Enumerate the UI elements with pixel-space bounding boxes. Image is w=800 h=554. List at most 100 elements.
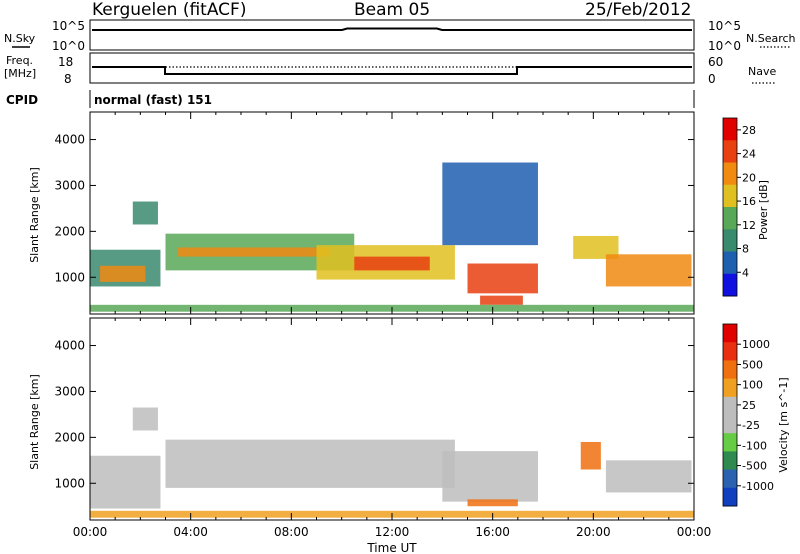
colorbar-tick-label: -100 xyxy=(742,439,767,452)
x-tick-label: 00:00 xyxy=(677,525,712,539)
sky-count-line xyxy=(92,27,692,31)
colorbar-segment xyxy=(723,273,737,297)
y-tick-label: 2000 xyxy=(54,430,85,444)
x-tick-label: 00:00 xyxy=(73,525,108,539)
colorbar-segment xyxy=(723,396,737,416)
colorbar-segment xyxy=(723,433,737,452)
colorbar-segment xyxy=(723,140,737,163)
data-region-6 xyxy=(467,499,518,507)
nsky-tick-bottom: 10^0 xyxy=(52,39,85,53)
nave-tick-bottom: 0 xyxy=(708,72,716,86)
velocity-panel-frame xyxy=(89,317,695,521)
colorbar-segment xyxy=(723,469,737,489)
colorbar-segment xyxy=(723,162,737,186)
freq-nave-panel: Freq. [MHz] 18 8 60 0 Nave xyxy=(4,52,776,86)
y-tick-label: 4000 xyxy=(54,133,85,147)
colorbar-tick-label: 1000 xyxy=(742,338,770,351)
power-y-axis-label: Slant Range [km] xyxy=(28,167,41,263)
nave-tick-top: 60 xyxy=(708,55,723,69)
colorbar-tick-label: 100 xyxy=(742,379,763,392)
y-tick-label: 3000 xyxy=(54,178,85,192)
colorbar-segment xyxy=(723,451,737,471)
colorbar-frame xyxy=(722,323,738,507)
power-data-layer xyxy=(90,162,694,312)
colorbar-tick-label: -500 xyxy=(742,460,767,473)
y-tick-label: 4000 xyxy=(54,339,85,353)
colorbar-tick-label: 24 xyxy=(742,148,756,161)
colorbar-tick-label: 12 xyxy=(742,219,756,232)
x-tick-label: 12:00 xyxy=(375,525,410,539)
power-x-ticks xyxy=(89,112,695,314)
colorbar-segment xyxy=(723,487,737,507)
colorbar-frame xyxy=(722,117,738,297)
data-region-10 xyxy=(573,235,619,259)
data-region-3 xyxy=(442,451,538,502)
colorbar-segment xyxy=(723,342,737,361)
velocity-y-axis: 1000 2000 3000 4000 xyxy=(54,339,694,490)
freq-tick-top: 18 xyxy=(58,55,73,69)
nsky-label: N.Sky xyxy=(4,32,36,45)
colorbar-tick-label: 8 xyxy=(742,243,749,256)
colorbar-segment xyxy=(723,415,737,434)
nsearch-tick-bottom: 10^0 xyxy=(708,39,741,53)
data-region-4 xyxy=(580,441,601,470)
data-region-7 xyxy=(442,162,538,246)
nsky-tick-top: 10^5 xyxy=(52,19,85,33)
colorbar-tick-label: 500 xyxy=(742,358,763,371)
nsearch-label: N.Search xyxy=(746,32,796,45)
power-panel: 1000 2000 3000 4000 Slant Range [km] 4 8 12 16… xyxy=(28,111,770,315)
cpid-value: normal (fast) 151 xyxy=(94,93,212,107)
velocity-y-axis-label: Slant Range [km] xyxy=(28,374,41,470)
velocity-data-layer xyxy=(90,407,694,518)
data-region-11 xyxy=(605,254,692,287)
power-colorbar: 4 8 12 16 20 24 28 xyxy=(722,117,756,297)
nsearch-tick-top: 10^5 xyxy=(708,19,741,33)
colorbar-tick-label: 4 xyxy=(742,266,749,279)
colorbar-segment xyxy=(723,229,737,252)
data-region-9 xyxy=(480,295,523,305)
power-y-axis: 1000 2000 3000 4000 xyxy=(54,133,694,284)
cpid-label: CPID xyxy=(6,93,38,107)
time-axis-label: Time UT xyxy=(366,541,417,554)
colorbar-segment xyxy=(723,118,737,141)
data-region-1 xyxy=(100,265,146,282)
velocity-colorbar-label: Velocity [m s^-1] xyxy=(777,377,790,472)
colorbar-tick-label: 28 xyxy=(742,124,756,137)
sky-search-panel: N.Sky 10^5 10^0 10^5 10^0 N.Search xyxy=(4,19,796,53)
y-tick-label: 1000 xyxy=(54,270,85,284)
colorbar-segment xyxy=(723,360,737,380)
data-region-5 xyxy=(605,460,692,493)
data-region-2 xyxy=(132,201,158,225)
x-tick-label: 04:00 xyxy=(173,525,208,539)
power-colorbar-label: Power [dB] xyxy=(757,180,770,240)
x-tick-label: 20:00 xyxy=(576,525,611,539)
velocity-colorbar: 1000 500 100 25 -25 -100 -500 -1000 xyxy=(722,323,774,507)
data-region-0 xyxy=(90,455,161,509)
velocity-panel: 1000 2000 3000 4000 Slant Range [km] 1000 50… xyxy=(28,317,790,521)
power-panel-frame xyxy=(89,111,695,315)
colorbar-tick-label: 25 xyxy=(742,399,756,412)
time-axis-labels: 00:00 04:00 08:00 12:00 16:00 20:00 00:00 xyxy=(73,525,712,539)
freq-tick-bottom: 8 xyxy=(64,72,72,86)
x-tick-label: 16:00 xyxy=(475,525,510,539)
colorbar-segment xyxy=(723,184,737,208)
velocity-x-ticks xyxy=(89,318,695,520)
colorbar-segment xyxy=(723,324,737,343)
date-title: 25/Feb/2012 xyxy=(585,0,691,20)
nave-label: Nave xyxy=(748,65,776,78)
freq-line xyxy=(92,66,692,75)
y-tick-label: 2000 xyxy=(54,224,85,238)
x-tick-label: 08:00 xyxy=(274,525,309,539)
colorbar-tick-label: -1000 xyxy=(742,480,774,493)
y-tick-label: 3000 xyxy=(54,384,85,398)
colorbar-tick-label: -25 xyxy=(742,419,760,432)
data-region-6 xyxy=(354,256,430,271)
colorbar-segment xyxy=(723,378,737,398)
y-tick-label: 1000 xyxy=(54,476,85,490)
colorbar-segment xyxy=(723,207,737,230)
colorbar-tick-label: 16 xyxy=(742,195,756,208)
data-region-4 xyxy=(178,247,330,257)
colorbar-segment xyxy=(723,251,737,275)
freq-panel-frame xyxy=(89,52,695,84)
